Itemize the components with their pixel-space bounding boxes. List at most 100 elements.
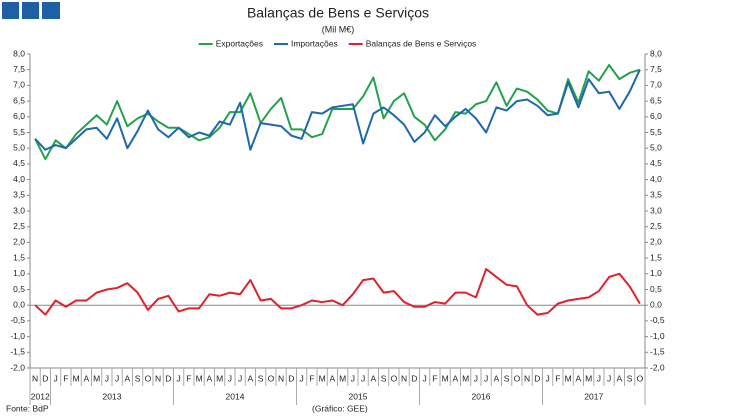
y-tick-label: 8,0	[13, 48, 25, 58]
logo-square	[22, 2, 39, 19]
x-tick-label: O	[391, 373, 398, 383]
legend-label: Balanças de Bens e Serviços	[366, 38, 477, 48]
x-tick-label: M	[93, 373, 100, 383]
y2-tick-label: -1,5	[650, 347, 665, 357]
legend-label: Exportações	[216, 38, 263, 48]
x-tick-label: J	[300, 373, 304, 383]
x-tick-label: J	[105, 373, 109, 383]
x-tick-label: J	[115, 373, 119, 383]
y-tick-label: 5,5	[13, 127, 25, 137]
x-tick-label: J	[474, 373, 478, 383]
y2-tick-label: 1,0	[650, 268, 662, 278]
y2-tick-label: 5,0	[650, 142, 662, 152]
x-tick-label: M	[462, 373, 469, 383]
x-tick-label: A	[207, 373, 213, 383]
logo-square	[2, 2, 19, 19]
y-tick-label: 5,0	[13, 142, 25, 152]
x-tick-label: S	[135, 373, 141, 383]
y2-tick-label: 5,5	[650, 127, 662, 137]
y2-tick-label: -1,0	[650, 331, 665, 341]
x-tick-label: D	[165, 373, 171, 383]
y-tick-label: 6,0	[13, 111, 25, 121]
x-tick-label: S	[381, 373, 387, 383]
x-tick-label: M	[216, 373, 223, 383]
x-tick-label: F	[63, 373, 68, 383]
x-tick-label: S	[504, 373, 510, 383]
x-tick-label: A	[453, 373, 459, 383]
y2-tick-label: -2,0	[650, 362, 665, 372]
credit: (Gráfico: GEE)	[312, 403, 368, 413]
x-tick-label: M	[196, 373, 203, 383]
y-tick-label: 6,5	[13, 95, 25, 105]
y-tick-label: -2,0	[10, 362, 25, 372]
x-tick-label: M	[565, 373, 572, 383]
y-tick-label: -1,0	[10, 331, 25, 341]
y2-tick-label: 7,0	[650, 80, 662, 90]
x-tick-label: A	[617, 373, 623, 383]
y2-tick-label: 3,0	[650, 205, 662, 215]
x-tick-label: M	[442, 373, 449, 383]
year-label: 2014	[226, 391, 245, 401]
y-tick-label: 3,0	[13, 205, 25, 215]
y-tick-label: 4,5	[13, 158, 25, 168]
year-label: 2015	[349, 391, 368, 401]
x-tick-label: J	[361, 373, 365, 383]
y2-tick-label: 7,5	[650, 64, 662, 74]
x-tick-label: N	[278, 373, 284, 383]
y2-tick-label: 6,0	[650, 111, 662, 121]
x-tick-label: J	[228, 373, 232, 383]
x-tick-label: A	[330, 373, 336, 383]
year-label: 2012	[31, 391, 50, 401]
x-tick-label: M	[585, 373, 592, 383]
x-tick-label: J	[423, 373, 427, 383]
y2-tick-label: 0,5	[650, 284, 662, 294]
y-tick-label: 0,5	[13, 284, 25, 294]
y2-tick-label: 8,0	[650, 48, 662, 58]
series-line	[34, 268, 641, 316]
x-tick-label: O	[637, 373, 644, 383]
year-label: 2017	[584, 391, 603, 401]
x-tick-label: A	[576, 373, 582, 383]
y-tick-label: -0,5	[10, 315, 25, 325]
source: Fonte: BdP	[6, 403, 49, 413]
x-tick-label: F	[186, 373, 191, 383]
x-tick-label: A	[248, 373, 254, 383]
x-tick-label: J	[597, 373, 601, 383]
x-tick-label: N	[401, 373, 407, 383]
y-tick-label: 1,5	[13, 252, 25, 262]
y2-tick-label: 1,5	[650, 252, 662, 262]
y-tick-label: 7,0	[13, 80, 25, 90]
x-tick-label: M	[339, 373, 346, 383]
x-tick-label: D	[534, 373, 540, 383]
y2-tick-label: -0,5	[650, 315, 665, 325]
x-tick-label: F	[432, 373, 437, 383]
logo-square	[42, 2, 60, 19]
x-tick-label: D	[411, 373, 417, 383]
x-tick-label: A	[494, 373, 500, 383]
y2-tick-label: 4,5	[650, 158, 662, 168]
x-tick-label: D	[42, 373, 48, 383]
y-tick-label: 1,0	[13, 268, 25, 278]
series-line	[34, 63, 641, 161]
year-label: 2013	[103, 391, 122, 401]
x-tick-label: J	[546, 373, 550, 383]
series-line	[34, 69, 641, 151]
x-tick-label: J	[351, 373, 355, 383]
year-label: 2016	[472, 391, 491, 401]
y-tick-label: 2,5	[13, 221, 25, 231]
x-tick-label: S	[258, 373, 264, 383]
y2-tick-label: 2,0	[650, 237, 662, 247]
x-tick-label: O	[145, 373, 152, 383]
x-tick-label: J	[607, 373, 611, 383]
x-tick-label: J	[238, 373, 242, 383]
x-tick-label: F	[309, 373, 314, 383]
y2-tick-label: 0,0	[650, 299, 662, 309]
y-tick-label: 3,5	[13, 190, 25, 200]
x-tick-label: D	[288, 373, 294, 383]
chart-title: Balanças de Bens e Serviços	[247, 5, 429, 21]
legend-label: Importações	[291, 38, 338, 48]
y-tick-label: 0,0	[13, 299, 25, 309]
x-tick-label: O	[514, 373, 521, 383]
y-tick-label: 4,0	[13, 174, 25, 184]
